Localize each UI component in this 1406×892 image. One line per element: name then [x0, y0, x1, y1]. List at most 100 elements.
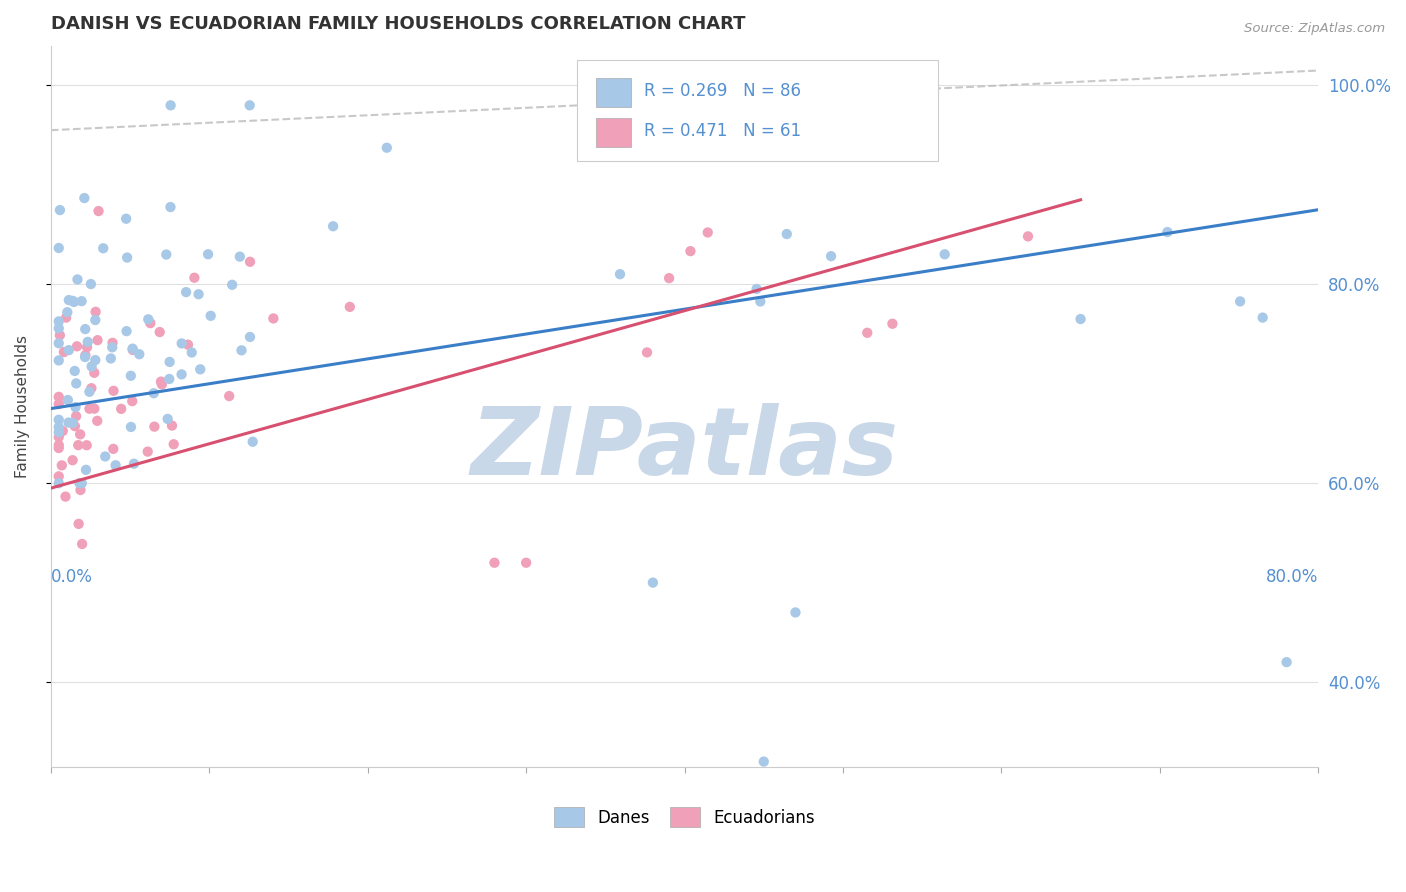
- Point: [128, 347, 150, 361]
- Point: [115, 211, 138, 226]
- Point: [83, 366, 105, 380]
- Point: [322, 219, 344, 234]
- Point: [785, 606, 807, 620]
- Point: [187, 287, 209, 301]
- Point: [609, 267, 631, 281]
- Point: [83, 401, 105, 416]
- Point: [136, 444, 159, 458]
- Text: 0.0%: 0.0%: [51, 568, 93, 586]
- Point: [115, 324, 138, 338]
- Point: [103, 442, 125, 456]
- Point: [218, 389, 240, 403]
- Point: [339, 300, 361, 314]
- Point: [52, 345, 75, 359]
- Point: [180, 345, 202, 359]
- Point: [62, 293, 84, 308]
- Point: [49, 328, 72, 343]
- FancyBboxPatch shape: [596, 118, 631, 146]
- Point: [75, 463, 97, 477]
- Point: [1251, 310, 1274, 325]
- Point: [48, 441, 70, 455]
- Point: [231, 343, 253, 358]
- Point: [80, 381, 103, 395]
- Point: [73, 350, 96, 364]
- Point: [48, 420, 70, 434]
- Point: [696, 226, 718, 240]
- Point: [48, 438, 70, 452]
- Point: [76, 340, 98, 354]
- Point: [58, 416, 80, 430]
- Point: [63, 419, 86, 434]
- Text: 80.0%: 80.0%: [1265, 568, 1319, 586]
- Point: [48, 336, 70, 351]
- Point: [75, 322, 97, 336]
- Point: [156, 412, 179, 426]
- Point: [84, 313, 107, 327]
- Point: [143, 419, 166, 434]
- Point: [55, 490, 77, 504]
- Point: [62, 416, 84, 430]
- Point: [636, 345, 658, 359]
- Point: [1156, 225, 1178, 239]
- Point: [63, 364, 86, 378]
- Point: [66, 272, 89, 286]
- Point: [69, 427, 91, 442]
- Point: [121, 343, 143, 357]
- Point: [163, 437, 186, 451]
- Point: [58, 293, 80, 307]
- Point: [170, 368, 193, 382]
- Point: [67, 438, 90, 452]
- Point: [52, 424, 75, 438]
- Point: [120, 368, 142, 383]
- Point: [1070, 312, 1092, 326]
- Point: [94, 450, 117, 464]
- Point: [62, 453, 84, 467]
- Point: [159, 98, 181, 112]
- Point: [150, 377, 173, 392]
- Point: [73, 191, 96, 205]
- Point: [48, 425, 70, 440]
- Point: [142, 386, 165, 401]
- Point: [1229, 294, 1251, 309]
- Point: [658, 271, 681, 285]
- Point: [80, 277, 103, 291]
- Point: [48, 353, 70, 368]
- Point: [882, 317, 904, 331]
- Point: [79, 401, 101, 416]
- Point: [63, 294, 86, 309]
- Point: [934, 247, 956, 261]
- Point: [48, 321, 70, 335]
- Point: [679, 244, 702, 259]
- Point: [239, 98, 262, 112]
- Legend: Danes, Ecuadorians: Danes, Ecuadorians: [554, 807, 815, 827]
- Point: [65, 400, 87, 414]
- Point: [76, 438, 98, 452]
- Text: DANISH VS ECUADORIAN FAMILY HOUSEHOLDS CORRELATION CHART: DANISH VS ECUADORIAN FAMILY HOUSEHOLDS C…: [51, 15, 745, 33]
- Point: [155, 247, 177, 261]
- Point: [200, 309, 222, 323]
- Point: [48, 430, 70, 444]
- Point: [174, 285, 197, 299]
- Text: R = 0.471   N = 61: R = 0.471 N = 61: [644, 121, 801, 140]
- Point: [80, 359, 103, 374]
- Point: [776, 227, 799, 241]
- Point: [749, 294, 772, 309]
- Point: [110, 401, 132, 416]
- Point: [48, 241, 70, 255]
- Point: [157, 372, 180, 386]
- Point: [170, 336, 193, 351]
- Point: [641, 575, 664, 590]
- Point: [484, 556, 506, 570]
- Point: [239, 330, 262, 344]
- FancyBboxPatch shape: [596, 78, 631, 107]
- Point: [221, 277, 243, 292]
- Point: [86, 414, 108, 428]
- Point: [69, 476, 91, 491]
- Point: [229, 250, 252, 264]
- Point: [76, 334, 98, 349]
- Point: [159, 200, 181, 214]
- Point: [745, 282, 768, 296]
- FancyBboxPatch shape: [576, 60, 938, 161]
- Text: R = 0.269   N = 86: R = 0.269 N = 86: [644, 82, 801, 100]
- Point: [515, 556, 537, 570]
